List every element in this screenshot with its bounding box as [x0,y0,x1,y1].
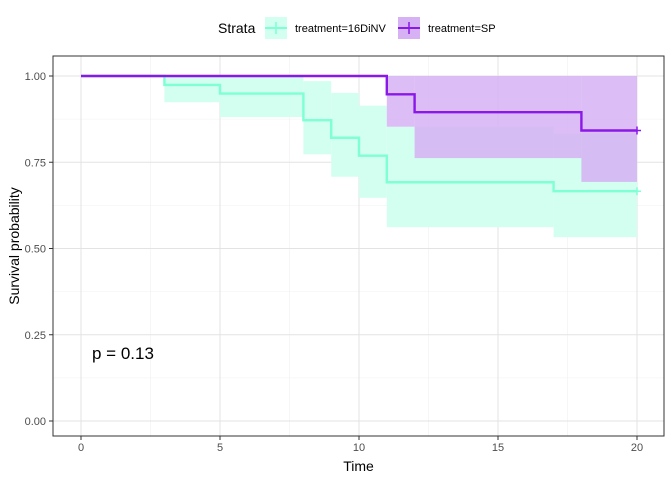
y-tick-label: 0.75 [25,157,46,169]
x-axis-title: Time [343,458,374,474]
confidence-band-segment [164,76,220,103]
legend-key-sp [398,17,420,39]
censor-marks [633,126,641,196]
y-tick-label: 0.50 [25,244,46,256]
legend-label-sp: treatment=SP [428,23,496,35]
survival-curve [81,74,637,132]
confidence-band-segment [386,76,415,127]
confidence-band-segment [303,81,332,155]
survival-curves [81,74,637,193]
x-tick-label: 0 [78,442,84,454]
y-tick-label: 1.00 [25,71,46,83]
confidence-bands [164,76,637,238]
legend: Strata treatment=16DiNV treatment=SP [218,17,496,39]
legend-title: Strata [218,20,256,36]
confidence-band-segment [331,92,359,177]
x-tick-label: 15 [492,442,504,454]
y-tick-label: 0.25 [25,330,46,342]
x-tick-label: 5 [217,442,223,454]
confidence-band-segment [581,76,637,182]
confidence-band-segment [359,105,387,198]
survival-curve [81,74,637,193]
legend-label-16dinv: treatment=16DiNV [295,23,386,35]
legend-key-16dinv [265,17,287,39]
confidence-band-segment [414,76,582,159]
confidence-band-segment [220,76,304,118]
x-axis: 0 5 10 15 20 [78,436,643,454]
y-tick-label: 0.00 [25,416,46,428]
y-axis-title: Survival probability [6,187,22,305]
x-tick-label: 10 [353,442,365,454]
p-value-annotation: p = 0.13 [92,344,154,363]
x-tick-label: 20 [631,442,643,454]
y-axis: 0.00 0.25 0.50 0.75 1.00 [25,71,53,428]
